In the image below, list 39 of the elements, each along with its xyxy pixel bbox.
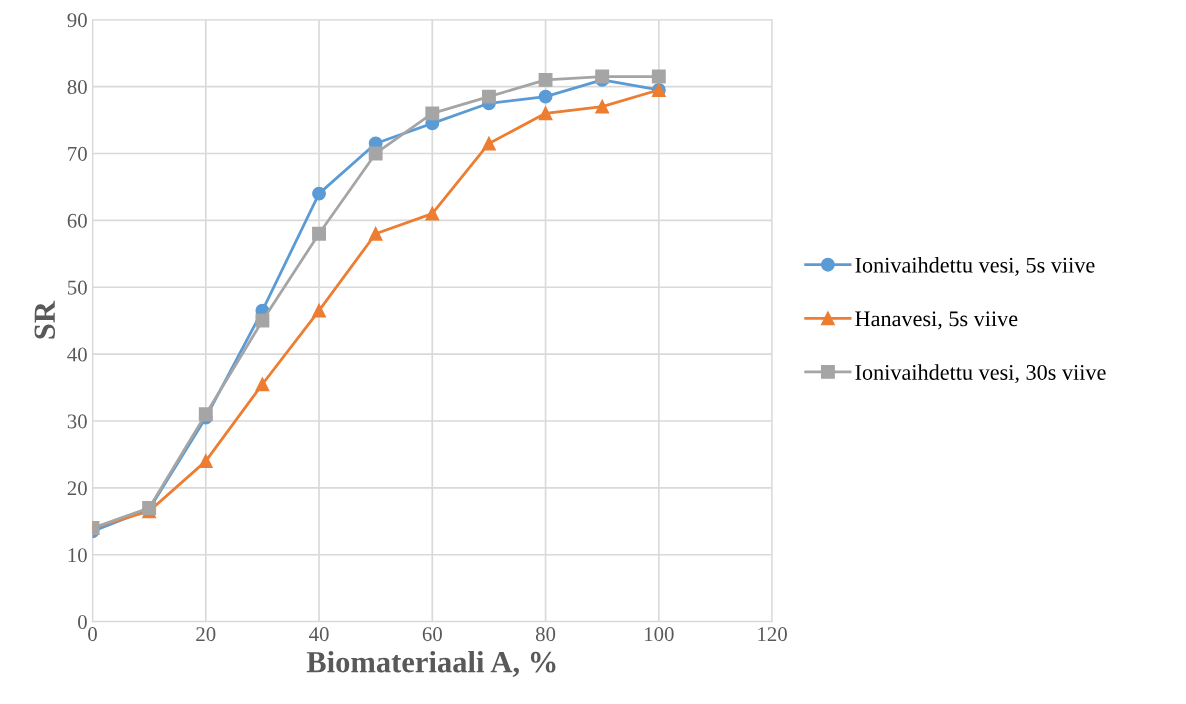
x-tick-label: 0: [88, 627, 97, 642]
y-tick-label: 10: [68, 548, 87, 563]
legend-label: Hanavesi, 5s viive: [855, 311, 1018, 330]
x-tick-label: 120: [758, 627, 787, 642]
point: [538, 106, 553, 121]
point: [312, 186, 326, 201]
legend-label: Ionivaihdettu vesi, 5s viive: [855, 257, 1095, 276]
point: [312, 303, 326, 318]
x-tick-label: 60: [422, 627, 442, 642]
point: [312, 226, 326, 241]
point: [481, 89, 496, 104]
legend-label: Ionivaihdettu vesi, 30s viive: [855, 364, 1106, 384]
y-axis-title: SR: [34, 300, 56, 339]
y-tick-label: 50: [68, 280, 87, 295]
y-tick-label: 40: [67, 347, 87, 362]
point: [651, 69, 666, 84]
y-tick-label: 30: [67, 414, 87, 429]
point: [425, 206, 440, 221]
point: [595, 99, 610, 114]
x-axis-title: Biomateriaali A, %: [306, 650, 556, 677]
point: [425, 106, 440, 121]
y-tick-label: 20: [67, 481, 87, 496]
y-tick-label: 70: [68, 146, 87, 161]
point: [538, 89, 553, 104]
x-tick-label: 20: [196, 627, 216, 642]
x-tick-label: 100: [645, 627, 674, 642]
x-tick-label: 80: [535, 627, 556, 642]
y-tick-label: 0: [78, 615, 87, 630]
point: [481, 136, 496, 151]
point: [255, 313, 270, 328]
y-tick-label: 80: [67, 79, 87, 95]
x-tick-label: 40: [309, 627, 329, 642]
point: [538, 72, 553, 87]
point: [255, 377, 270, 392]
point: [368, 146, 383, 161]
y-tick-label: 60: [67, 213, 87, 228]
point: [368, 226, 383, 241]
point: [198, 454, 213, 469]
y-tick-label: 90: [67, 13, 87, 28]
